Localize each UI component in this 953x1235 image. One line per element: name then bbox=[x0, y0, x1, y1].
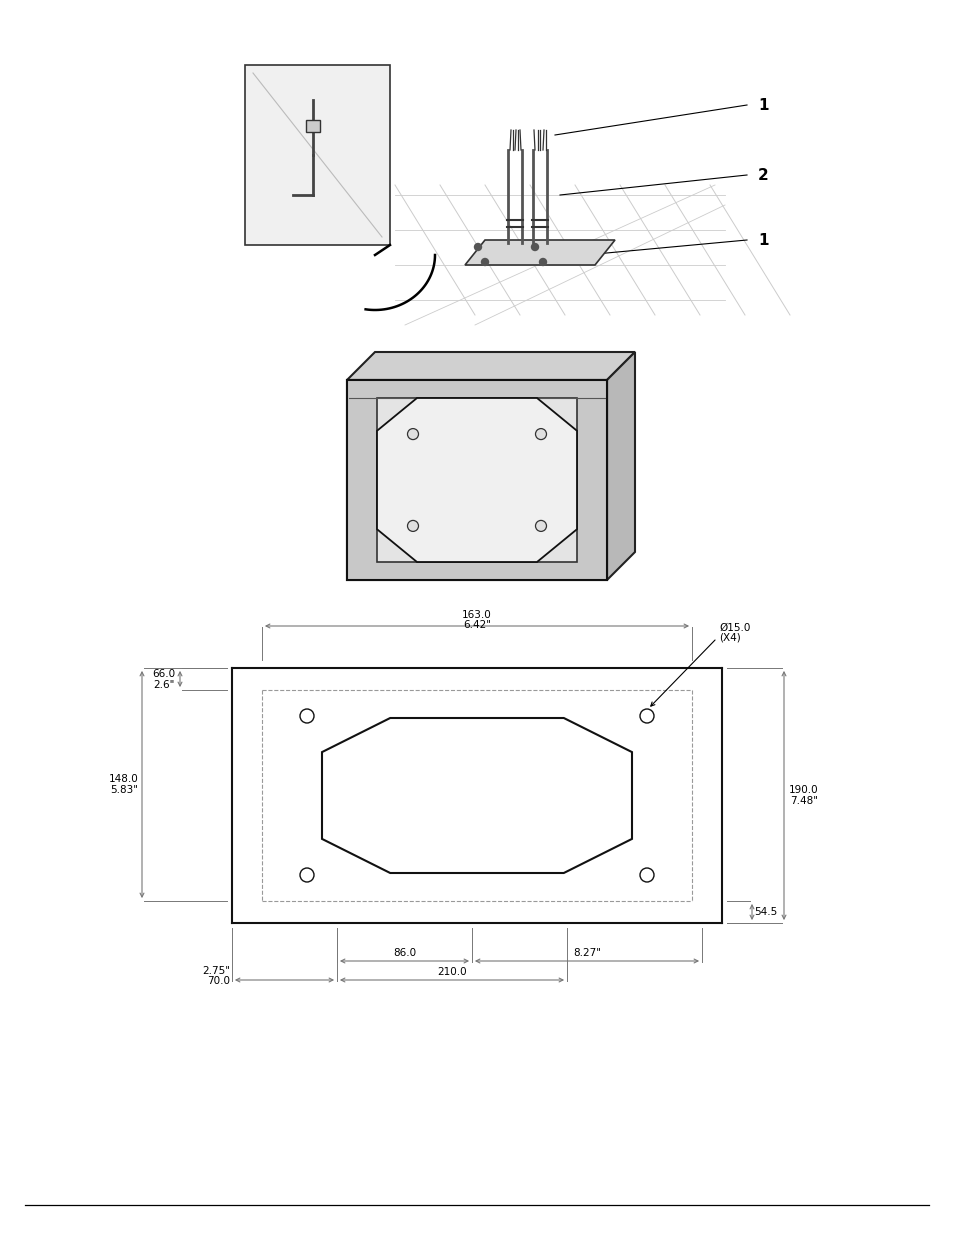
Text: 5.83": 5.83" bbox=[110, 785, 138, 795]
Circle shape bbox=[407, 520, 418, 531]
Circle shape bbox=[407, 429, 418, 440]
Bar bbox=[245, 65, 390, 245]
Bar bbox=[347, 380, 606, 580]
Circle shape bbox=[299, 868, 314, 882]
Polygon shape bbox=[606, 352, 635, 580]
Polygon shape bbox=[464, 240, 615, 266]
Text: 86.0: 86.0 bbox=[393, 948, 416, 958]
Circle shape bbox=[535, 429, 546, 440]
Circle shape bbox=[535, 520, 546, 531]
Polygon shape bbox=[322, 718, 631, 873]
Circle shape bbox=[481, 258, 488, 266]
Text: 2.75": 2.75" bbox=[202, 966, 230, 976]
Polygon shape bbox=[376, 398, 577, 562]
Text: 6.42": 6.42" bbox=[462, 620, 491, 630]
Bar bbox=[306, 120, 319, 132]
Text: 54.5: 54.5 bbox=[754, 906, 777, 918]
Text: 2.6": 2.6" bbox=[153, 680, 174, 690]
Text: Ø15.0: Ø15.0 bbox=[719, 622, 750, 634]
Circle shape bbox=[539, 258, 546, 266]
Text: 190.0: 190.0 bbox=[788, 785, 818, 795]
Circle shape bbox=[531, 243, 537, 251]
Text: 1: 1 bbox=[758, 98, 768, 112]
Text: 7.48": 7.48" bbox=[789, 797, 817, 806]
Circle shape bbox=[639, 868, 654, 882]
Text: 163.0: 163.0 bbox=[461, 610, 492, 620]
Circle shape bbox=[299, 709, 314, 722]
Circle shape bbox=[474, 243, 481, 251]
Text: 66.0: 66.0 bbox=[152, 669, 175, 679]
Polygon shape bbox=[347, 352, 635, 380]
Text: 1: 1 bbox=[758, 232, 768, 247]
Bar bbox=[347, 380, 606, 580]
Text: (X4): (X4) bbox=[719, 634, 740, 643]
Text: 2: 2 bbox=[758, 168, 768, 183]
Text: 8.27": 8.27" bbox=[573, 948, 600, 958]
Text: 210.0: 210.0 bbox=[436, 967, 466, 977]
Text: 148.0: 148.0 bbox=[109, 774, 139, 784]
Text: 70.0: 70.0 bbox=[207, 976, 230, 986]
Bar bbox=[376, 398, 577, 562]
Circle shape bbox=[639, 709, 654, 722]
